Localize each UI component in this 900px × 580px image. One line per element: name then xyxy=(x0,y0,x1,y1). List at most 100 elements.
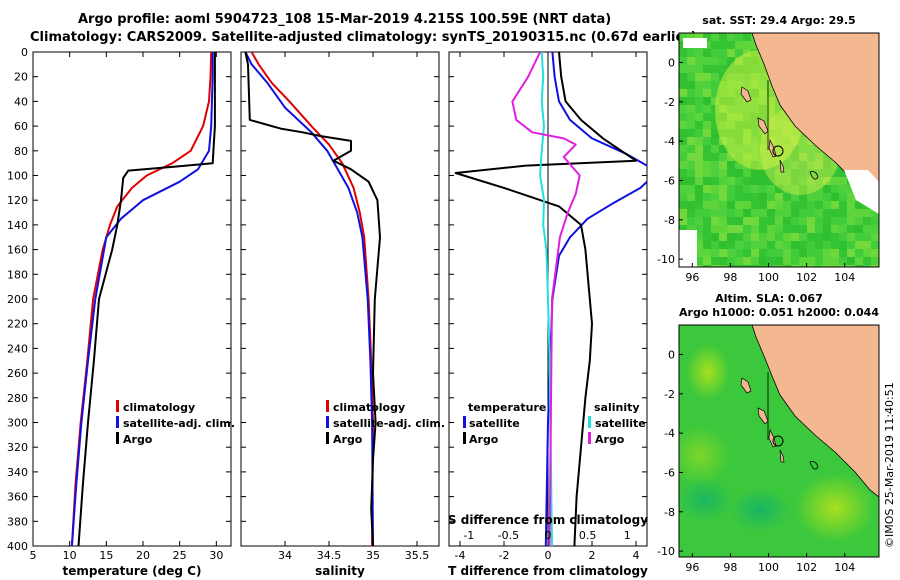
sst-pixel xyxy=(735,177,743,185)
secondary-x-tick-label: -1 xyxy=(463,529,474,542)
secondary-x-tick-label: 1 xyxy=(624,529,631,542)
sst-pixel xyxy=(759,225,767,233)
sst-pixel xyxy=(831,177,839,185)
sst-pixel xyxy=(687,185,695,193)
sst-pixel xyxy=(687,161,695,169)
sst-pixel xyxy=(831,241,839,249)
sst-pixel xyxy=(823,225,831,233)
sst-pixel xyxy=(695,249,703,257)
depth-tick-label: 160 xyxy=(7,244,28,257)
map-y-tick-label: -8 xyxy=(664,214,675,227)
sst-pixel xyxy=(847,201,855,209)
sst-pixel xyxy=(695,33,703,41)
sst-pixel xyxy=(831,265,839,267)
salinity-axis: 34 34.5 35 35.5 xyxy=(241,51,439,562)
sst-pixel xyxy=(703,169,711,177)
sst-pixel xyxy=(687,145,695,153)
sst-pixel xyxy=(743,217,751,225)
sst-pixel xyxy=(823,257,831,265)
sst-pixel xyxy=(711,113,719,121)
map-y-tick-label: -6 xyxy=(664,174,675,187)
sst-pixel xyxy=(759,217,767,225)
sst-cloud-gap-2 xyxy=(683,38,707,48)
depth-tick-label: 20 xyxy=(14,71,28,84)
sst-pixel xyxy=(743,185,751,193)
sst-pixel xyxy=(799,169,807,177)
sst-cloud-gap xyxy=(679,230,697,267)
depth-tick-label: 40 xyxy=(14,95,28,108)
sst-pixel xyxy=(791,233,799,241)
sst-pixel xyxy=(735,257,743,265)
sst-pixel xyxy=(767,193,775,201)
sst-pixel xyxy=(719,209,727,217)
sst-pixel xyxy=(799,233,807,241)
sst-pixel xyxy=(687,65,695,73)
island-simeulue xyxy=(740,377,752,394)
sst-pixel xyxy=(871,241,879,249)
map-x-tick-label: 100 xyxy=(758,271,779,284)
sst-pixel xyxy=(831,193,839,201)
sst-pixel xyxy=(727,33,735,41)
sst-pixel xyxy=(759,185,767,193)
depth-tick-label: 280 xyxy=(7,392,28,405)
sst-pixel xyxy=(679,217,687,225)
sst-pixel xyxy=(703,129,711,137)
difference-axis: -4 -2 0 2 4 -1 -0.5 0 0.5 1 xyxy=(449,51,647,562)
sst-pixel xyxy=(831,249,839,257)
sst-pixel xyxy=(695,161,703,169)
sst-pixel xyxy=(719,169,727,177)
sst-pixel xyxy=(743,169,751,177)
series-line-t-satellite xyxy=(544,52,647,546)
sst-pixel xyxy=(695,185,703,193)
sst-pixel xyxy=(871,257,879,265)
sst-pixel xyxy=(711,185,719,193)
sst-pixel xyxy=(831,233,839,241)
sst-map-title: sat. SST: 29.4 Argo: 29.5 xyxy=(702,14,855,27)
sst-pixel xyxy=(791,225,799,233)
sst-pixel xyxy=(847,193,855,201)
sst-pixel xyxy=(695,201,703,209)
x-tick-label: 35 xyxy=(366,549,380,562)
sst-pixel xyxy=(831,217,839,225)
sst-pixel xyxy=(703,145,711,153)
sst-pixel xyxy=(807,217,815,225)
sst-pixel xyxy=(687,49,695,57)
sst-pixel xyxy=(711,137,719,145)
sst-pixel xyxy=(815,233,823,241)
sst-pixel xyxy=(759,169,767,177)
legend-label-argo: Argo xyxy=(123,433,153,446)
legend-swatch-argo xyxy=(326,432,329,444)
sst-pixel xyxy=(695,169,703,177)
sst-pixel xyxy=(751,193,759,201)
sst-pixel xyxy=(823,241,831,249)
depth-tick-label: 0 xyxy=(21,46,28,59)
map-y-tick-label: -10 xyxy=(657,545,675,558)
legend-label-climatology: climatology xyxy=(123,401,195,414)
sst-pixel xyxy=(719,201,727,209)
sst-pixel xyxy=(791,161,799,169)
sst-pixel xyxy=(751,241,759,249)
sst-pixel xyxy=(831,225,839,233)
map-y-tick-label: -2 xyxy=(664,388,675,401)
sst-pixel xyxy=(823,169,831,177)
sst-pixel xyxy=(703,209,711,217)
sst-pixel xyxy=(751,249,759,257)
sst-pixel xyxy=(703,241,711,249)
sst-pixel xyxy=(775,185,783,193)
sst-pixel xyxy=(679,105,687,113)
sst-pixel xyxy=(687,209,695,217)
sst-pixel xyxy=(863,209,871,217)
sst-pixel xyxy=(727,185,735,193)
sst-pixel xyxy=(823,233,831,241)
sst-pixel xyxy=(855,257,863,265)
sst-pixel xyxy=(847,217,855,225)
sst-pixel xyxy=(711,121,719,129)
sst-pixel xyxy=(823,185,831,193)
sst-pixel xyxy=(703,265,711,267)
sst-pixel xyxy=(791,193,799,201)
sst-pixel xyxy=(703,49,711,57)
sst-pixel xyxy=(839,265,847,267)
sst-pixel xyxy=(831,185,839,193)
sst-pixel xyxy=(775,193,783,201)
sst-pixel xyxy=(759,233,767,241)
